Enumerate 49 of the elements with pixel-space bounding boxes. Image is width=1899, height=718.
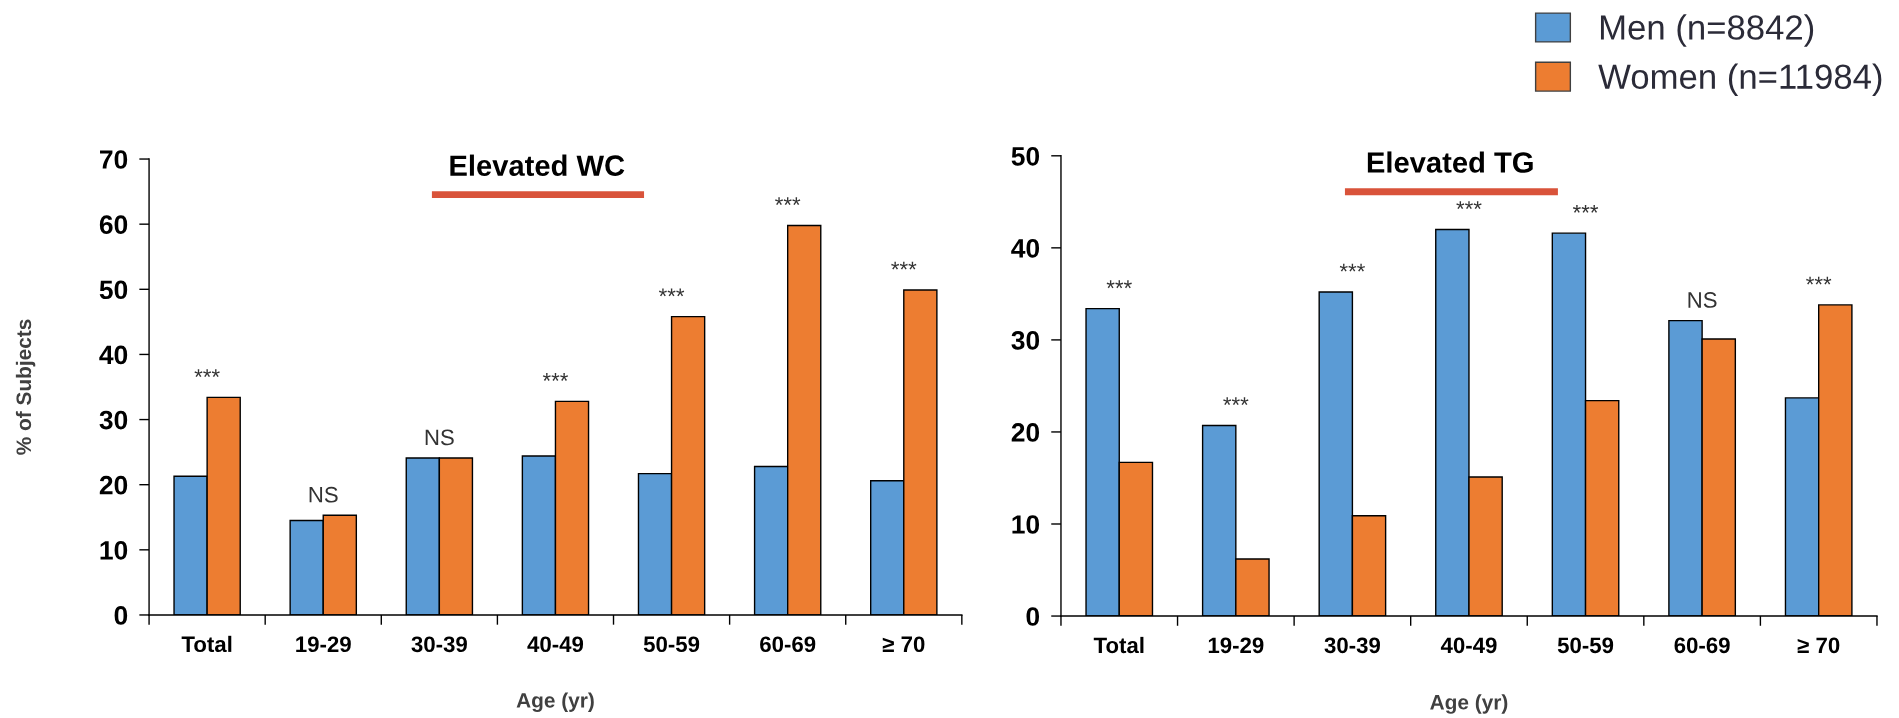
x-tick-label: 40-49 (527, 636, 584, 653)
y-tick-label: 70 (100, 150, 128, 169)
x-axis-title: Age (yr) (516, 692, 594, 712)
y-tick-label: 20 (1011, 423, 1040, 442)
y-tick-label: 0 (114, 606, 128, 625)
x-tick-label: ≥ 70 (882, 636, 925, 653)
chart-title: Elevated WC (450, 154, 625, 176)
annotation: *** (891, 261, 917, 270)
annotation: *** (1339, 263, 1366, 272)
x-tick-label: 40-49 (1440, 637, 1497, 654)
y-tick-label: 40 (1011, 238, 1040, 258)
chart-title: Elevated TG (1367, 151, 1533, 173)
y-tick-label: 50 (99, 280, 128, 300)
x-tick-label: Total (1093, 636, 1144, 654)
annotation: *** (1223, 397, 1249, 406)
y-tick-label: 10 (1012, 515, 1040, 534)
x-tick-label: 50-59 (643, 636, 700, 653)
x-tick-label: ≥ 70 (1797, 637, 1840, 654)
y-tick-label: 20 (99, 475, 128, 495)
y-tick-label: 30 (1011, 331, 1040, 350)
y-tick-label: 60 (99, 215, 128, 234)
annotation: *** (1106, 280, 1132, 289)
x-axis-title: Age (yr) (1430, 694, 1508, 714)
annotation: NS (425, 429, 454, 446)
x-tick-label: 30-39 (1324, 637, 1380, 654)
annotation: *** (194, 369, 220, 377)
x-tick-label: 60-69 (1674, 637, 1730, 654)
x-tick-label: 19-29 (1208, 637, 1264, 654)
annotation: NS (1688, 292, 1717, 308)
x-tick-label: 60-69 (760, 636, 816, 653)
annotation: *** (1572, 204, 1599, 213)
annotation: *** (542, 373, 569, 381)
y-tick-label: 0 (1026, 607, 1040, 626)
x-tick-label: 50-59 (1557, 637, 1614, 654)
y-tick-label: 10 (100, 540, 128, 560)
annotation: *** (775, 197, 801, 206)
annotation: *** (658, 288, 685, 297)
legend-label: Men (n=8842) (1600, 14, 1814, 47)
y-tick-label: 50 (1011, 146, 1040, 166)
y-axis-title: % of Subjects (15, 319, 36, 455)
x-tick-label: 30-39 (411, 636, 467, 653)
x-tick-label: 19-29 (296, 636, 351, 653)
y-tick-label: 30 (99, 410, 128, 430)
legend-label: Women (n=11984) (1598, 63, 1882, 96)
annotation: NS (309, 486, 338, 503)
annotation: *** (1806, 276, 1832, 285)
annotation: *** (1456, 201, 1482, 210)
y-tick-label: 40 (99, 345, 128, 365)
x-tick-label: Total (181, 635, 232, 653)
